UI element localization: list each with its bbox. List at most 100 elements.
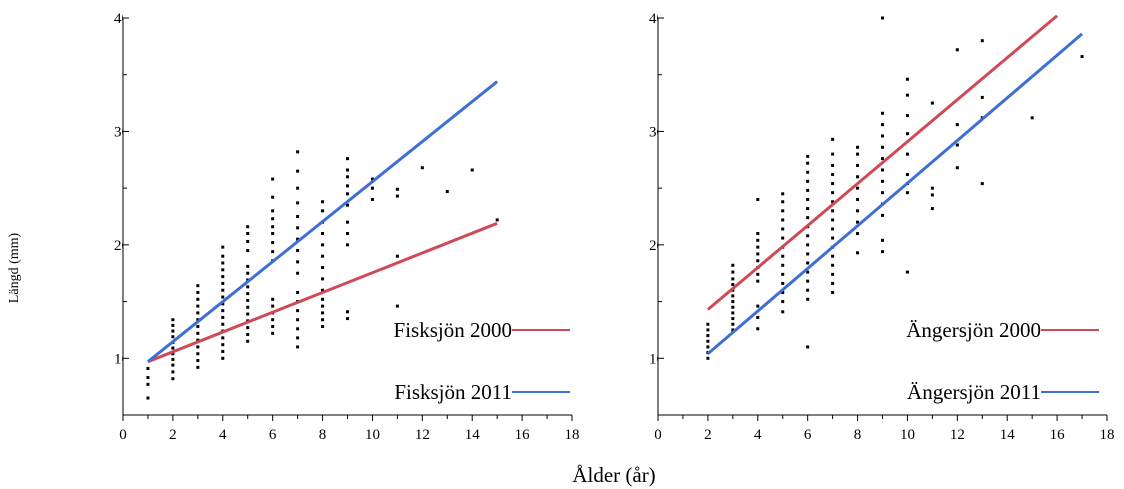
data-point	[955, 143, 959, 147]
data-point	[395, 187, 399, 191]
data-point	[881, 238, 884, 242]
data-point	[905, 191, 909, 195]
data-point	[856, 152, 860, 156]
data-point	[296, 150, 300, 154]
data-point	[296, 345, 300, 349]
data-point	[495, 218, 499, 222]
y-tick-label: 30	[114, 124, 129, 140]
data-point	[296, 336, 300, 340]
data-point	[246, 292, 250, 296]
data-point	[756, 259, 760, 263]
data-point	[781, 300, 785, 304]
data-point	[221, 295, 225, 299]
data-point	[395, 304, 399, 308]
data-point	[756, 315, 760, 319]
data-point	[881, 168, 884, 172]
data-point	[731, 322, 735, 326]
data-point	[420, 166, 424, 170]
data-point	[731, 317, 735, 321]
data-point	[321, 297, 325, 301]
data-point	[731, 294, 735, 298]
data-point	[246, 332, 250, 336]
data-point	[321, 254, 325, 258]
legend-label: Fisksjön 2011	[394, 380, 512, 404]
data-point	[856, 186, 860, 190]
data-point	[856, 220, 860, 224]
data-point	[296, 327, 300, 331]
data-point	[321, 311, 325, 315]
data-point	[905, 270, 909, 274]
data-point	[781, 192, 785, 196]
x-tick-label: 0	[654, 427, 662, 443]
data-point	[881, 134, 884, 138]
legend-label: Ängersjön 2011	[907, 380, 1041, 404]
data-point	[806, 197, 810, 201]
data-point	[955, 123, 959, 127]
data-point	[346, 232, 349, 236]
data-point	[756, 197, 760, 201]
data-point	[806, 345, 810, 349]
data-point	[781, 263, 785, 267]
data-point	[321, 209, 325, 213]
data-point	[321, 232, 325, 236]
data-point	[171, 377, 175, 381]
data-point	[346, 184, 349, 188]
data-point	[831, 254, 835, 258]
data-point	[731, 311, 735, 315]
data-point	[806, 234, 810, 238]
data-point	[221, 281, 225, 285]
data-point	[756, 252, 760, 256]
series-line	[706, 14, 1059, 311]
x-tick-label: 16	[1050, 427, 1066, 443]
y-tick-label: 20	[114, 238, 129, 254]
data-point	[731, 300, 735, 304]
data-point	[831, 263, 835, 267]
data-point	[246, 264, 250, 268]
data-point	[246, 298, 250, 302]
x-tick-label: 0	[119, 427, 127, 443]
data-point	[346, 310, 349, 314]
data-point	[831, 137, 835, 141]
legend-label: Fisksjön 2000	[394, 318, 512, 342]
data-point	[296, 186, 300, 190]
data-point	[296, 260, 300, 264]
data-point	[831, 218, 835, 222]
data-point	[806, 179, 810, 183]
legend-label: Ängersjön 2000	[906, 318, 1041, 342]
data-point	[980, 95, 984, 99]
data-point	[171, 318, 175, 322]
data-point	[271, 250, 275, 254]
data-point	[955, 48, 959, 52]
data-point	[346, 317, 349, 321]
data-point	[246, 326, 250, 330]
data-point	[930, 207, 934, 211]
data-point	[806, 252, 810, 256]
data-point	[370, 197, 374, 201]
data-point	[196, 345, 200, 349]
data-point	[171, 346, 175, 350]
data-point	[806, 161, 810, 165]
data-point	[831, 191, 835, 195]
x-tick-label: 16	[515, 427, 531, 443]
data-point	[980, 39, 984, 43]
data-point	[196, 304, 200, 308]
data-point	[221, 315, 225, 319]
data-point	[196, 290, 200, 294]
data-point	[806, 288, 810, 292]
x-tick-label: 14	[1000, 427, 1016, 443]
data-point	[930, 193, 934, 197]
data-point	[806, 279, 810, 283]
data-point	[221, 322, 225, 326]
data-point	[731, 328, 735, 332]
data-point	[881, 16, 884, 20]
data-point	[781, 281, 785, 285]
data-point	[856, 209, 860, 213]
data-point	[321, 304, 325, 308]
data-point	[321, 325, 325, 329]
data-point	[346, 203, 349, 207]
data-point	[955, 166, 959, 170]
data-point	[395, 194, 399, 198]
y-tick-label: 40	[114, 11, 129, 27]
y-axis-title: Längd (mm)	[7, 232, 22, 303]
data-point	[781, 290, 785, 294]
